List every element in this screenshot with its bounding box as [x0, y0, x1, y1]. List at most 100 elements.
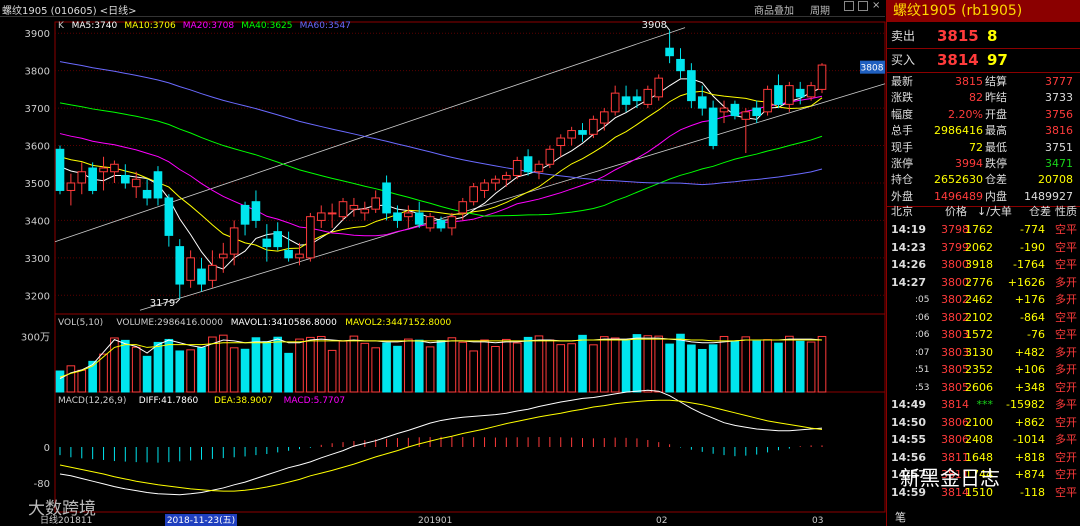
tick-price: 3806 — [941, 415, 969, 429]
volume-bar — [676, 333, 685, 393]
vol-legend-item: MAVOL1:3410586.8000 — [231, 318, 337, 328]
volume-bar — [599, 336, 609, 393]
ma60-line — [59, 61, 823, 186]
stat-value: 2986416 — [934, 124, 983, 138]
tick-price: 3805 — [941, 380, 969, 394]
volume-bar — [262, 341, 272, 393]
candle-body — [229, 227, 239, 255]
watermark-b: 新黑金日志 — [900, 466, 1000, 490]
candle-body — [338, 201, 348, 218]
candle-body — [654, 77, 664, 98]
trend-line-lower — [139, 83, 886, 311]
stat-label: 涨跌 — [891, 91, 913, 105]
stat-label: 结算 — [985, 75, 1007, 88]
tick-oi-change: +874 — [1014, 468, 1045, 481]
volume-bar — [99, 353, 108, 393]
stat-label: 最新 — [891, 75, 913, 88]
tick-volume: 3130 — [965, 345, 993, 359]
candle-body — [523, 156, 533, 173]
candle-body — [273, 231, 283, 248]
stat-row: 总手 2986416 最高 3816 — [887, 123, 1080, 139]
tick-row: :06 3802 2102 -864 空平 — [887, 310, 1080, 326]
candle-body — [186, 257, 195, 281]
tick-type: 多开 — [1055, 293, 1077, 306]
volume-bar — [763, 339, 772, 393]
tick-time: :07 — [915, 347, 930, 358]
candle-body — [131, 178, 141, 188]
candle-body — [66, 182, 76, 191]
bid-qty: 97 — [987, 51, 1008, 69]
tick-volume: 1762 — [965, 223, 993, 236]
candle-body — [708, 107, 718, 147]
volume-bar — [251, 337, 261, 393]
volume-bar — [153, 341, 163, 393]
candle-body — [502, 174, 511, 180]
candle-body — [371, 197, 380, 210]
tick-row: 14:50 3806 2100 +862 空开 — [887, 415, 1080, 431]
separator — [887, 48, 1080, 49]
candle-body — [697, 96, 707, 109]
tick-time: :51 — [915, 365, 930, 375]
volume-bar — [817, 335, 827, 393]
candle-body — [404, 212, 413, 218]
volume-bar — [240, 348, 250, 393]
tick-price: 3803 — [941, 345, 969, 359]
volume-bar — [502, 338, 511, 393]
bid-label: 买入 — [891, 53, 916, 67]
tick-price: 3814 — [941, 485, 969, 499]
tick-type: 空平 — [1055, 310, 1077, 324]
tick-time: 14:49 — [891, 398, 927, 411]
candle-body — [676, 58, 685, 72]
tick-price: 3811 — [941, 468, 969, 481]
tick-volume: 3918 — [965, 258, 993, 271]
tick-row: :06 3803 1572 -76 空平 — [887, 327, 1080, 343]
tick-volume: 1572 — [965, 328, 993, 341]
candle-body — [458, 201, 468, 214]
stat-value: 3777 — [1045, 75, 1073, 88]
price-tick-label: 3800 — [25, 67, 50, 78]
tick-header-vol: ↓/大单 — [977, 205, 1012, 218]
volume-bar — [327, 349, 337, 393]
volume-bar — [480, 339, 489, 393]
tick-row: :53 3805 2606 +348 空开 — [887, 380, 1080, 396]
close-icon[interactable]: × — [872, 0, 881, 11]
candle-body — [327, 212, 337, 215]
volume-bar — [142, 355, 152, 393]
volume-bar — [523, 336, 533, 393]
date-axis-label: 201811 — [58, 516, 92, 526]
volume-bar — [88, 360, 97, 393]
tick-oi-change: +348 — [1014, 380, 1045, 394]
dea-line — [59, 399, 823, 492]
tick-header-oi: 仓差 — [1029, 205, 1051, 218]
minimize-icon[interactable] — [844, 1, 854, 11]
tick-oi-change: +106 — [1014, 363, 1045, 376]
stat-label: 持仓 — [891, 173, 913, 187]
tick-type: 空开 — [1055, 415, 1077, 429]
stat-value: 82 — [969, 91, 983, 105]
candle-body — [556, 137, 566, 147]
volume-bar — [632, 334, 642, 393]
tick-row: 14:49 3814 *** -15982 多平 — [887, 397, 1080, 413]
candle-body — [393, 212, 402, 221]
tick-oi-change: -76 — [1027, 328, 1045, 341]
candle-body — [153, 171, 163, 199]
macd-legend-item: MACD(12,26,9) — [58, 396, 126, 406]
vol-legend-item: VOLUME:2986416.0000 — [116, 318, 223, 328]
kline-chart[interactable]: 3900 3800 3700 3600 3500 3400 3300 3200 3908 3179… — [0, 16, 886, 526]
candle-body — [218, 253, 228, 259]
candle-body — [142, 189, 152, 199]
volume-bar — [708, 344, 718, 393]
period-button[interactable]: 周期 — [810, 6, 830, 17]
stat-label: 内盘 — [985, 189, 1007, 203]
stat-value: 72 — [969, 140, 983, 154]
candle-body — [77, 171, 87, 184]
vol-legend-item: VOL(5,10) — [58, 318, 103, 328]
commodity-overlay-button[interactable]: 商品叠加 — [754, 6, 794, 17]
tick-volume: 2100 — [965, 415, 993, 429]
tick-time: 14:55 — [891, 433, 927, 446]
maximize-icon[interactable] — [858, 1, 868, 11]
tick-type: 多开 — [1055, 275, 1077, 289]
stat-row: 持仓 2652630 仓差 20708 — [887, 172, 1080, 188]
volume-bar — [512, 342, 522, 393]
tick-volume: 2462 — [965, 293, 993, 306]
